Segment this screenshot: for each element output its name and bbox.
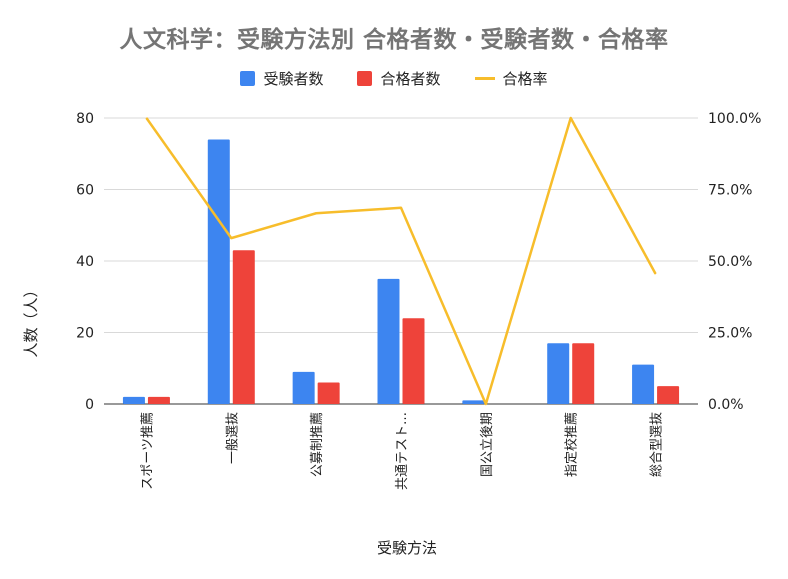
y2-tick-label: 100.0% [708, 111, 761, 127]
chart-legend: 受験者数 合格者数 合格率 [0, 68, 788, 89]
point-pass-rate [655, 273, 657, 275]
bar-applicants [292, 371, 315, 404]
y-tick-label: 60 [76, 183, 94, 199]
legend-label-applicants: 受験者数 [263, 70, 324, 88]
bar-applicants [207, 139, 230, 404]
legend-label-passers: 合格者数 [380, 70, 441, 88]
y-tick-label: 20 [76, 326, 94, 342]
x-axis-title: 受験方法 [377, 539, 437, 557]
bar-passers [572, 343, 595, 404]
x-tick-label: 指定校推薦 [564, 412, 580, 477]
legend-label-pass-rate: 合格率 [502, 70, 548, 88]
point-pass-rate [315, 212, 317, 214]
y2-tick-label: 25.0% [708, 326, 752, 342]
point-pass-rate [230, 237, 232, 239]
bar-passers [147, 396, 170, 404]
y2-tick-label: 75.0% [708, 183, 752, 199]
x-tick-label: 総合型選抜 [649, 412, 665, 477]
bar-applicants [377, 278, 400, 404]
bar-applicants [462, 400, 485, 404]
bar-passers [657, 386, 680, 404]
y-tick-label: 0 [85, 397, 94, 413]
y-tick-label: 40 [76, 254, 94, 270]
bar-applicants [547, 343, 570, 404]
x-tick-label: スポーツ推薦 [140, 412, 155, 490]
y2-tick-label: 50.0% [708, 254, 752, 270]
y-axis-title: 人数（人） [22, 282, 40, 357]
y2-tick-label: 0.0% [708, 397, 744, 413]
point-pass-rate [145, 117, 147, 119]
legend-swatch-pass-rate [474, 77, 495, 80]
point-pass-rate [400, 207, 402, 209]
bar-passers [402, 318, 425, 404]
legend-swatch-applicants [240, 71, 256, 86]
legend-swatch-passers [357, 71, 373, 86]
bar-applicants [632, 364, 655, 404]
legend-item-passers: 合格者数 [357, 68, 441, 89]
x-tick-label: 共通テスト… [395, 412, 410, 490]
point-pass-rate [485, 403, 487, 405]
legend-item-pass-rate: 合格率 [474, 68, 548, 89]
legend-item-applicants: 受験者数 [240, 68, 323, 89]
x-tick-label: 公募制推薦 [310, 412, 325, 477]
y-tick-label: 80 [76, 111, 94, 127]
point-pass-rate [570, 117, 572, 119]
bar-applicants [122, 396, 145, 404]
x-tick-label: 一般選抜 [224, 412, 240, 464]
x-tick-label: 国公立後期 [480, 412, 495, 477]
chart-title: 人文科学：受験方法別 合格者数・受験者数・合格率 [119, 27, 669, 53]
bar-passers [317, 382, 340, 404]
bar-passers [232, 250, 255, 404]
